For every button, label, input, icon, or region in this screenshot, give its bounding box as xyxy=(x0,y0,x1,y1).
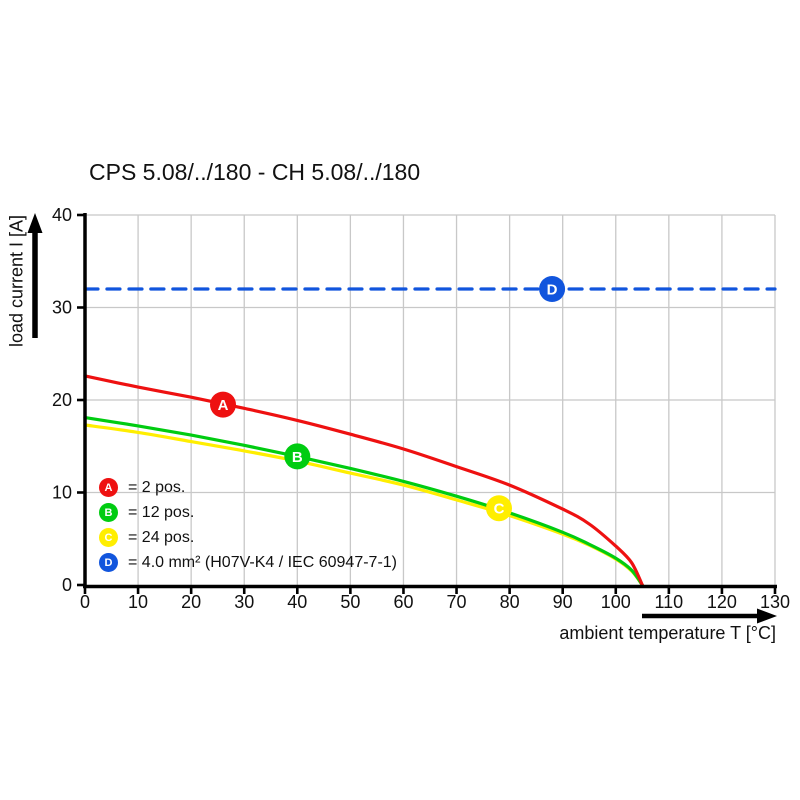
x-tick-label: 100 xyxy=(601,592,631,612)
legend-marker-b-letter: B xyxy=(104,506,113,519)
legend-marker-b-icon: B xyxy=(99,503,118,522)
legend-item-c: C = 24 pos. xyxy=(99,528,397,547)
series-curve-a xyxy=(83,374,644,587)
curve-marker-c xyxy=(486,495,512,522)
x-tick-label: 90 xyxy=(553,592,573,612)
y-axis-arrowhead-icon xyxy=(27,213,43,233)
legend-marker-a-letter: A xyxy=(104,481,113,494)
curve-marker-b xyxy=(284,443,311,470)
legend-item-a-label: = 2 pos. xyxy=(128,478,186,496)
y-tick-label: 40 xyxy=(52,205,72,225)
legend-item-d-label: = 4.0 mm² (H07V-K4 / IEC 60947-7-1) xyxy=(128,553,397,571)
chart-title: CPS 5.08/../180 - CH 5.08/../180 xyxy=(89,159,421,185)
x-tick-label: 10 xyxy=(128,592,148,612)
x-tick-label: 110 xyxy=(654,592,683,612)
legend-marker-c-letter: C xyxy=(104,531,113,544)
x-tick-label: 0 xyxy=(80,592,90,612)
x-tick-label: 80 xyxy=(500,592,520,612)
curve-marker-c-letter: C xyxy=(494,501,505,518)
legend-marker-c-icon: C xyxy=(99,528,118,547)
x-tick-label: 20 xyxy=(181,592,201,612)
x-tick-label: 30 xyxy=(234,592,254,612)
y-axis-label: load current I [A] xyxy=(6,214,27,348)
curve-marker-d-letter: D xyxy=(547,282,558,299)
x-tick-label: 70 xyxy=(447,592,467,612)
legend-marker-a-icon: A xyxy=(99,478,118,497)
curve-marker-a-letter: A xyxy=(218,397,229,414)
curve-marker-a xyxy=(210,391,236,418)
series-curve-b xyxy=(83,416,644,587)
legend-item-c-label: = 24 pos. xyxy=(128,528,195,546)
legend-marker-d-icon: D xyxy=(99,553,118,572)
y-tick-label: 20 xyxy=(52,390,72,410)
curve-marker-b-letter: B xyxy=(292,449,303,466)
y-tick-label: 0 xyxy=(62,575,72,595)
x-axis-arrowhead-icon xyxy=(757,608,777,624)
legend-marker-d-letter: D xyxy=(104,556,113,569)
x-axis-label: ambient temperature T [°C] xyxy=(559,623,776,643)
legend: A = 2 pos. B = 12 pos. C = 24 pos. D = 4… xyxy=(99,478,397,572)
legend-item-a: A = 2 pos. xyxy=(99,478,397,497)
x-tick-label: 120 xyxy=(707,592,737,612)
legend-item-b-label: = 12 pos. xyxy=(128,503,195,521)
legend-item-d: D = 4.0 mm² (H07V-K4 / IEC 60947-7-1) xyxy=(99,553,397,572)
curve-marker-d xyxy=(539,276,566,302)
y-tick-label: 30 xyxy=(52,298,72,318)
x-tick-label: 50 xyxy=(340,592,360,612)
x-tick-label: 40 xyxy=(287,592,307,612)
y-tick-label: 10 xyxy=(52,483,72,503)
x-tick-label: 130 xyxy=(760,592,790,612)
x-tick-label: 60 xyxy=(393,592,413,612)
legend-item-b: B = 12 pos. xyxy=(99,503,397,522)
